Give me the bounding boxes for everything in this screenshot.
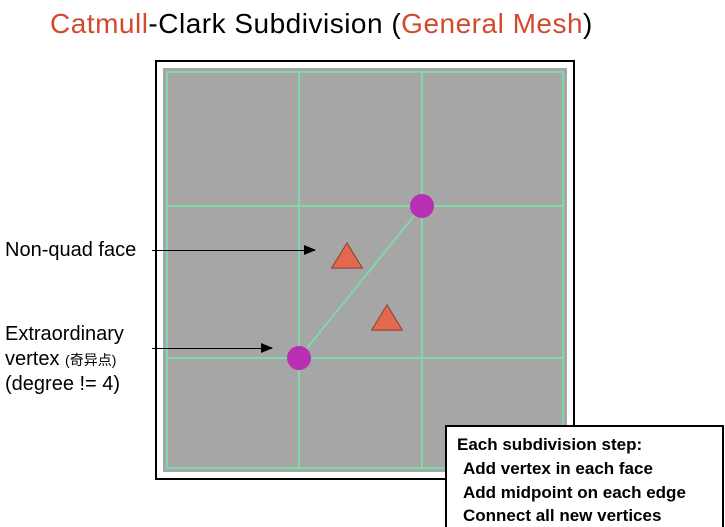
label-extraordinary-vertex: Extraordinary vertex (奇异点) (degree != 4) (5, 322, 124, 397)
info-box-item-2: Connect all new vertices (463, 504, 712, 527)
label-non-quad-face: Non-quad face (5, 238, 136, 263)
grid-outer (167, 72, 563, 468)
triangle-lower (372, 305, 403, 330)
label-extraordinary-line2a: vertex (5, 348, 65, 370)
mesh-diagram (155, 60, 575, 480)
grid-diagonal (299, 206, 422, 358)
title-part-2: General Mesh (401, 8, 583, 39)
label-extraordinary-line1: Extraordinary (5, 323, 124, 345)
title-part-0: Catmull (50, 8, 148, 39)
triangle-upper (332, 243, 363, 268)
label-extraordinary-cn: (奇异点) (65, 352, 116, 368)
arrow-non-quad (152, 250, 315, 251)
vertex-top (410, 194, 434, 218)
mesh-background (163, 68, 567, 472)
info-box-item-0: Add vertex in each face (463, 457, 712, 481)
title-part-1: -Clark Subdivision ( (148, 8, 401, 39)
title-part-3: ) (583, 8, 593, 39)
label-extraordinary-line3: (degree != 4) (5, 373, 120, 395)
page-title: Catmull-Clark Subdivision (General Mesh) (50, 8, 593, 40)
vertex-extraordinary (287, 346, 311, 370)
info-box-item-1: Add midpoint on each edge (463, 481, 712, 505)
mesh-svg (163, 68, 567, 472)
arrow-extraordinary (152, 348, 272, 349)
info-box-heading: Each subdivision step: (457, 433, 712, 457)
info-box: Each subdivision step: Add vertex in eac… (445, 425, 724, 527)
